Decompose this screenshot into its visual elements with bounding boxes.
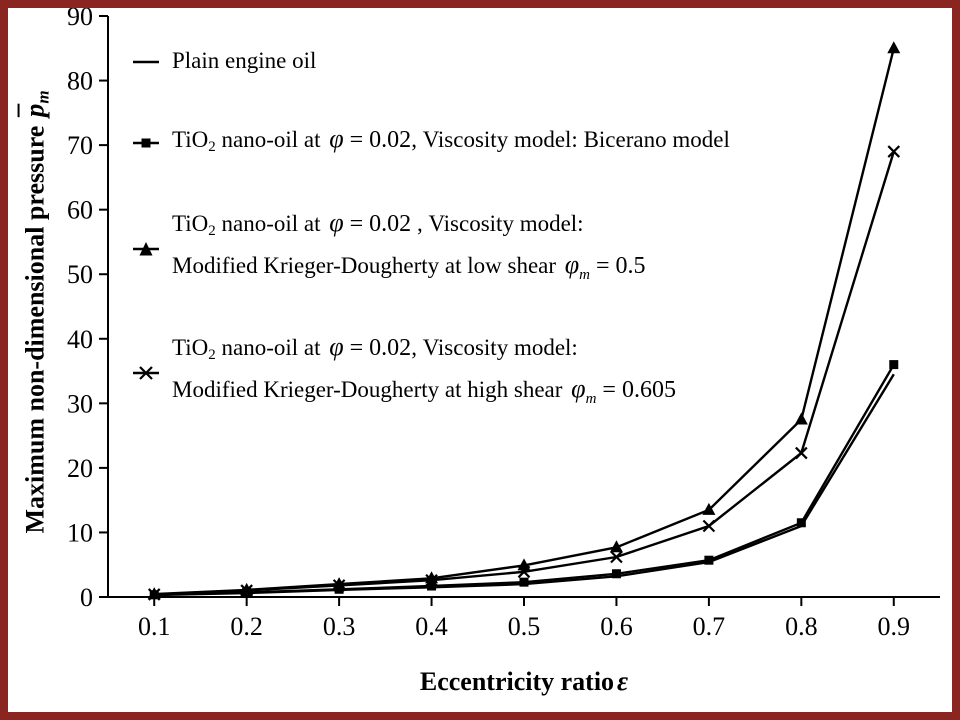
- y-tick-label: 40: [67, 325, 93, 354]
- square-marker: [796, 518, 806, 528]
- square-marker: [519, 577, 529, 587]
- square-legend-marker-icon: [132, 135, 160, 151]
- chart-plot: 0 10 20 30 40 50 60 70 80 90 0.1 0.2 0.3 0.4 0.5 0.6 0.7…: [67, 8, 940, 641]
- triangle-legend-marker-icon: [132, 241, 160, 257]
- triangle-marker: [609, 540, 623, 553]
- line-legend-marker-icon: [132, 54, 160, 70]
- x-tick-label: 0.9: [878, 612, 911, 641]
- square-marker: [427, 581, 437, 591]
- x-marker: [332, 579, 346, 592]
- x-tick-label: 0.4: [415, 612, 448, 641]
- y-tick-label: 60: [67, 196, 93, 225]
- y-tick-label: 30: [67, 389, 93, 418]
- triangle-marker: [887, 41, 901, 54]
- x-marker: [887, 145, 901, 158]
- legend-entry-label: Plain engine oil: [172, 48, 317, 73]
- y-tick-label: 80: [67, 67, 93, 96]
- legend-entry: Plain engine oil: [132, 44, 730, 80]
- legend-entry: TiO2 nano-oil at φ = 0.02, Viscosity mod…: [132, 330, 730, 416]
- x-tick-label: 0.8: [785, 612, 818, 641]
- x-tick-label: 0.7: [693, 612, 726, 641]
- triangle-marker: [702, 502, 716, 515]
- triangle-marker: [794, 412, 808, 425]
- x-marker: [240, 584, 253, 597]
- square-marker: [334, 584, 344, 594]
- x-marker: [517, 565, 531, 579]
- x-marker: [610, 550, 623, 564]
- x-tick-label: 0.5: [508, 612, 541, 641]
- x-tick-label: 0.6: [600, 612, 633, 641]
- legend-entry-label: TiO2 nano-oil at φ = 0.02, Viscosity mod…: [172, 124, 730, 155]
- legend-entry-label: TiO2 nano-oil at φ = 0.02 , Viscosity mo…: [172, 208, 646, 283]
- legend-entry-label: TiO2 nano-oil at φ = 0.02, Viscosity mod…: [172, 332, 676, 407]
- y-tick-label: 70: [67, 131, 93, 160]
- square-marker: [889, 360, 899, 370]
- x-axis-label-text: Eccentricity ratio: [419, 667, 615, 696]
- triangle-marker: [240, 582, 254, 595]
- y-tick-label: 90: [67, 8, 93, 31]
- square-marker: [611, 569, 621, 579]
- x-axis-symbol: ε: [617, 666, 629, 696]
- y-tick-label: 10: [67, 518, 93, 547]
- x-legend-marker-icon: [132, 365, 160, 381]
- legend-entry: TiO2 nano-oil at φ = 0.02 , Viscosity mo…: [132, 206, 730, 292]
- y-tick-label: 0: [80, 583, 93, 612]
- x-marker: [425, 573, 438, 587]
- x-tick-label: 0.3: [323, 612, 356, 641]
- x-tick-label: 0.2: [230, 612, 263, 641]
- x-marker: [795, 446, 808, 460]
- square-marker: [704, 555, 714, 565]
- x-marker: [147, 588, 161, 601]
- legend-entry: TiO2 nano-oil at φ = 0.02, Viscosity mod…: [132, 122, 730, 164]
- x-tick-label: 0.1: [138, 612, 171, 641]
- legend: Plain engine oil TiO2 nano-oil at φ = 0.0…: [132, 44, 730, 416]
- y-tick-label: 20: [67, 454, 93, 483]
- x-marker: [702, 519, 716, 533]
- y-tick-label: 50: [67, 260, 93, 289]
- x-axis-label: Eccentricity ratio ε: [108, 666, 940, 697]
